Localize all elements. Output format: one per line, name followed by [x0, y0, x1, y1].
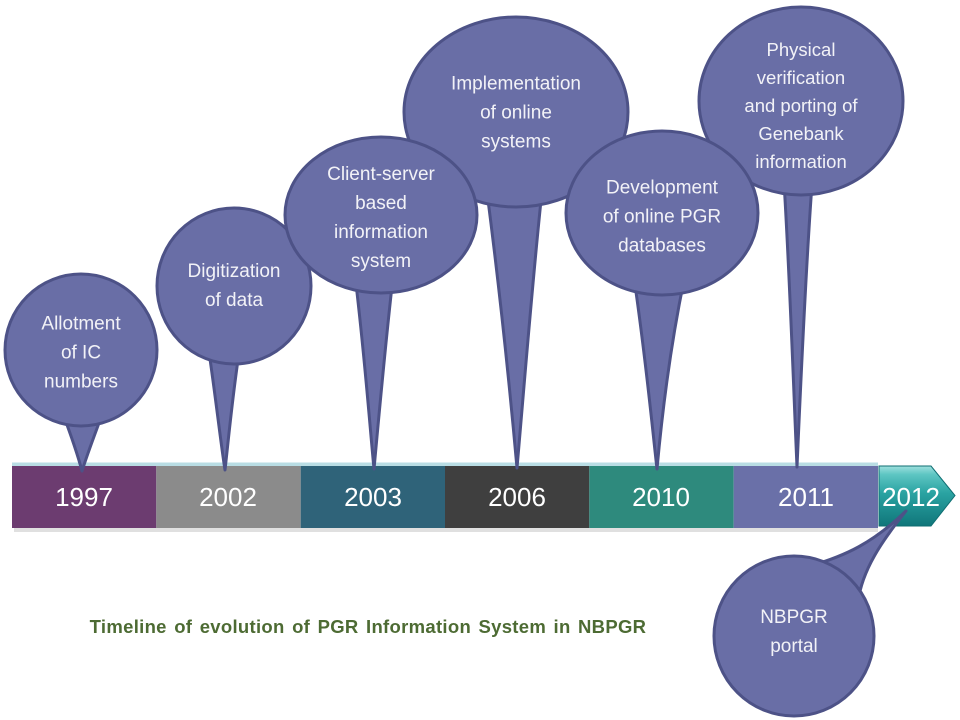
segment-2010 [589, 466, 734, 528]
year-2002: 2002 [199, 482, 257, 512]
bubble-allotment-shape [3, 272, 159, 428]
timeline-bar-top-edge [12, 462, 878, 466]
bubble-development [564, 129, 760, 471]
bubble-implementation-shape [402, 15, 630, 209]
year-2003: 2003 [344, 482, 402, 512]
segment-2003 [300, 466, 445, 528]
bubble-client-server [283, 135, 479, 471]
slide-caption: Timeline of evolution of PGR Information… [89, 616, 647, 637]
segment-2011 [733, 466, 878, 528]
segment-1997 [12, 466, 157, 528]
bubble-digitization [155, 206, 313, 472]
bubble-client-server-tail [354, 282, 394, 471]
timeline-bar [12, 465, 956, 528]
bubble-nbpgr-portal [712, 509, 908, 718]
bubble-development-tail [632, 276, 686, 471]
timeline-bar-shadow [14, 528, 878, 532]
bubble-physical-verification [697, 5, 905, 469]
bubble-implementation-tail [485, 189, 544, 470]
segment-2012-arrow [878, 465, 956, 527]
year-2011: 2011 [778, 482, 834, 512]
year-2012: 2012 [882, 482, 940, 512]
bubble-implementation [402, 15, 630, 470]
bubble-physical-verification-shape [697, 5, 905, 197]
bubble-nbpgr-portal-shape [712, 554, 876, 718]
year-labels: 1997 2002 2003 2006 2010 2011 2012 [55, 482, 940, 512]
year-2006: 2006 [488, 482, 546, 512]
year-1997: 1997 [55, 482, 113, 512]
bubble-client-server-shape [283, 135, 479, 295]
bubble-development-shape [564, 129, 760, 297]
segment-2002 [156, 466, 301, 528]
segment-2006 [445, 466, 590, 528]
year-2010: 2010 [632, 482, 690, 512]
bubble-physical-verification-tail [782, 180, 814, 469]
bubble-digitization-shape [155, 206, 313, 366]
bubble-allotment [3, 272, 159, 473]
bubble-digitization-tail [207, 350, 241, 472]
